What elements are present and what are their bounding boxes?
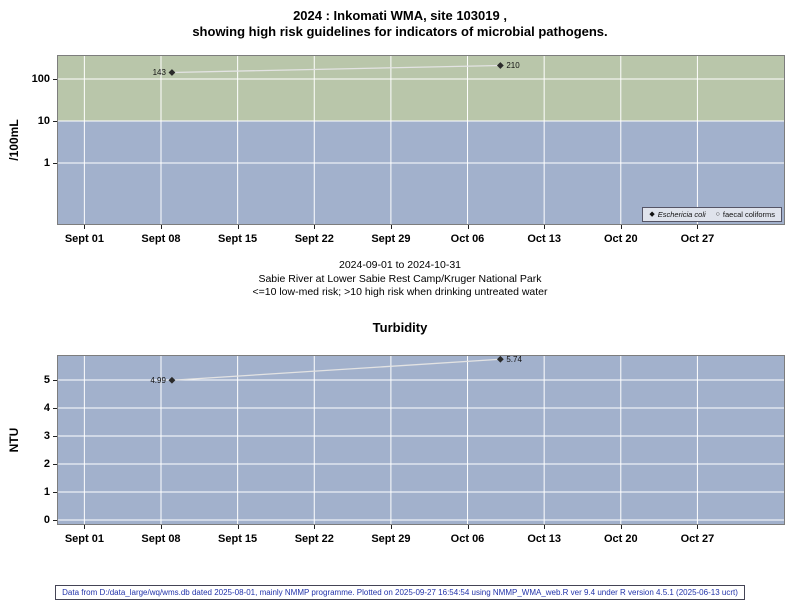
y-tick-mark <box>53 520 57 521</box>
y-tick-mark <box>53 464 57 465</box>
x-tick-label: Oct 13 <box>527 233 561 245</box>
y-tick-label: 3 <box>43 430 50 442</box>
x-tick-label: Sept 01 <box>64 233 104 245</box>
x-tick-label: Sept 08 <box>141 233 181 245</box>
data-point-diamond <box>496 355 504 363</box>
y-tick-label: 0 <box>43 514 50 526</box>
footer: Data from D:/data_large/wq/wms.db dated … <box>0 582 800 600</box>
chart1-svg: 143 210 <box>57 55 785 225</box>
x-tick-label: Oct 27 <box>680 533 715 545</box>
x-tick-mark <box>620 225 622 229</box>
data-point-label: 210 <box>506 61 520 70</box>
y-tick-label: 100 <box>31 73 50 85</box>
subtitle-risk-guideline: <=10 low-med risk; >10 high risk when dr… <box>252 286 548 298</box>
x-tick-mark <box>544 225 546 229</box>
circle-marker-icon: ○ <box>715 211 720 218</box>
x-tick-mark <box>161 225 162 229</box>
x-tick-mark <box>237 225 239 229</box>
y-tick-label: 10 <box>37 115 50 127</box>
legend-entry-faecal-coliforms: ○ faecal coliforms <box>716 210 775 219</box>
y-tick-mark <box>53 121 57 122</box>
x-tick-label: Sept 15 <box>218 233 258 245</box>
y-tick-mark <box>53 436 57 437</box>
x-tick-mark <box>467 525 469 529</box>
x-tick-label: Oct 20 <box>603 233 638 245</box>
high-risk-band <box>57 55 785 121</box>
x-tick-mark <box>390 225 392 229</box>
chart2-svg: 4.99 5.74 <box>57 355 785 525</box>
data-point-diamond <box>168 69 176 76</box>
y-tick-label: 1 <box>43 157 50 169</box>
x-tick-label: Oct 06 <box>450 533 485 545</box>
data-point-label: 4.99 <box>150 376 166 385</box>
x-tick-label: Sept 01 <box>64 533 104 545</box>
x-tick-mark <box>314 525 316 529</box>
chart1-plot-area: 143 210 ◆ Eschericia coli ○ faecal colifo… <box>57 55 785 225</box>
subtitle-site-description: Sabie River at Lower Sabie Rest Camp/Kru… <box>258 272 542 285</box>
x-tick-label: Sept 15 <box>218 533 258 545</box>
chart1-y-axis-label: /100mL <box>7 119 21 161</box>
x-tick-label: Oct 13 <box>527 533 561 545</box>
legend-label-faecal-coliforms: faecal coliforms <box>722 210 775 219</box>
x-tick-label: Sept 22 <box>294 233 334 245</box>
x-tick-mark <box>84 525 86 529</box>
y-tick-mark <box>53 79 57 80</box>
plot-border <box>57 55 785 225</box>
data-point-label: 5.74 <box>506 355 522 364</box>
x-tick-label: Sept 08 <box>141 533 181 545</box>
x-tick-mark <box>161 525 162 529</box>
y-tick-label: 1 <box>43 486 50 498</box>
chart1-subtitle: 2024-09-01 to 2024-10-31 Sabie River at … <box>0 259 800 300</box>
x-tick-mark <box>544 525 546 529</box>
x-tick-mark <box>237 525 239 529</box>
data-point-label: 143 <box>153 68 167 77</box>
x-tick-label: Oct 27 <box>680 233 715 245</box>
plot-border <box>57 355 785 525</box>
subtitle-date-range: 2024-09-01 to 2024-10-31 <box>338 259 461 271</box>
x-tick-label: Sept 29 <box>371 233 411 245</box>
chart2-title: Turbidity <box>372 320 428 335</box>
chart1-title-line1: 2024 : Inkomati WMA, site 103019 , <box>293 8 507 23</box>
footer-provenance-text: Data from D:/data_large/wq/wms.db dated … <box>55 585 745 600</box>
x-tick-label: Oct 06 <box>450 233 485 245</box>
y-tick-mark <box>53 408 57 409</box>
chart1-title-line2: showing high risk guidelines for indicat… <box>192 24 608 39</box>
y-tick-mark <box>53 380 57 381</box>
series-line <box>171 358 501 381</box>
x-tick-label: Sept 29 <box>371 533 411 545</box>
chart2-plot-area: 4.99 5.74 <box>57 355 785 525</box>
series-line <box>171 64 501 74</box>
x-tick-label: Oct 20 <box>603 533 638 545</box>
x-tick-mark <box>390 525 392 529</box>
y-tick-mark <box>53 492 57 493</box>
x-tick-mark <box>620 525 622 529</box>
plot-band <box>57 355 785 525</box>
x-tick-mark <box>84 225 86 229</box>
x-tick-mark <box>314 225 316 229</box>
y-tick-label: 2 <box>43 458 50 470</box>
diamond-marker-icon: ◆ <box>649 211 655 218</box>
legend-label-ecoli: Eschericia coli <box>657 210 706 219</box>
x-tick-mark <box>697 525 699 529</box>
y-tick-mark <box>53 163 57 164</box>
y-tick-label: 5 <box>43 374 50 386</box>
data-point-diamond <box>496 62 504 69</box>
y-tick-label: 4 <box>43 402 50 414</box>
data-point-diamond <box>168 376 176 384</box>
legend-entry-ecoli: ◆ Eschericia coli <box>649 210 705 219</box>
x-tick-mark <box>467 225 469 229</box>
chart1-title: 2024 : Inkomati WMA, site 103019 , showi… <box>0 8 800 40</box>
x-tick-mark <box>697 225 699 229</box>
chart1-legend: ◆ Eschericia coli ○ faecal coliforms <box>642 207 782 222</box>
x-tick-label: Sept 22 <box>294 533 334 545</box>
